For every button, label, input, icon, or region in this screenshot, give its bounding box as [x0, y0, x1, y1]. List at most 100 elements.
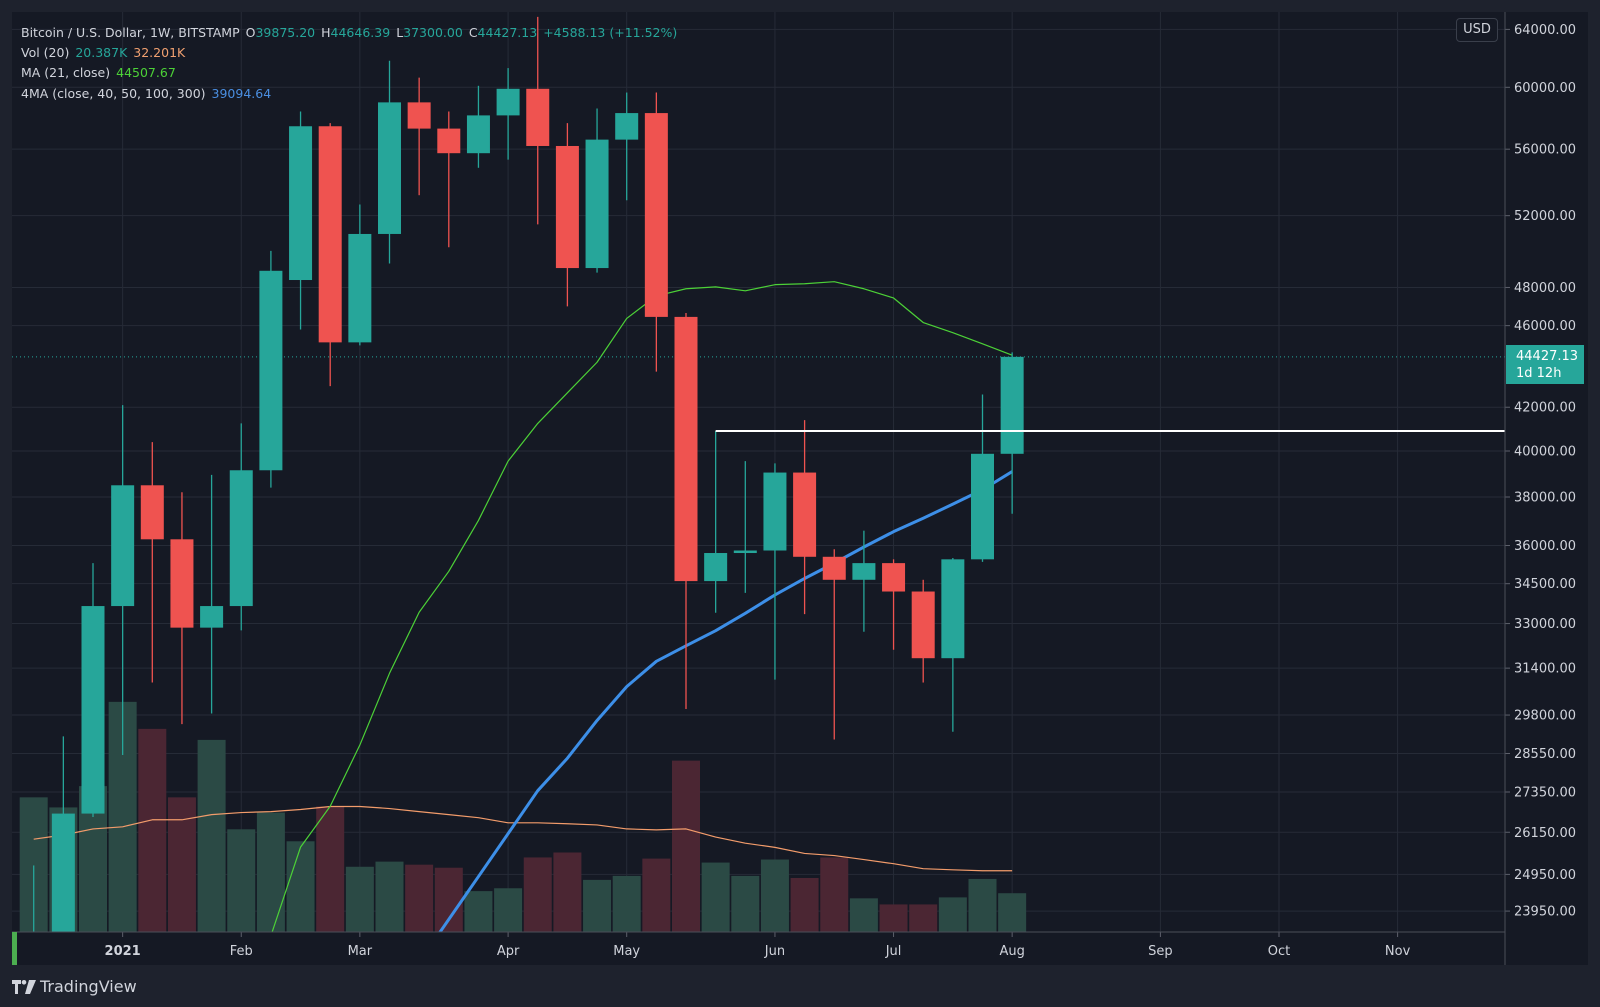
candle-body	[526, 88, 550, 146]
time-tick-label: Jun	[764, 944, 785, 959]
price-tick-label: 64000.00	[1514, 23, 1576, 38]
volume-bar	[879, 904, 908, 932]
candle-body	[674, 316, 698, 582]
candle-body	[22, 936, 45, 948]
candle	[1000, 352, 1024, 514]
legend-ma21[interactable]: MA (21, close) 44507.67	[21, 65, 182, 81]
volume-bar	[405, 864, 434, 932]
candle-body	[941, 559, 965, 659]
currency-button[interactable]: USD	[1456, 18, 1498, 42]
candle	[644, 92, 668, 372]
candle-body	[1000, 356, 1024, 454]
tradingview-logo[interactable]: TradingView	[12, 977, 137, 996]
candle	[852, 530, 876, 632]
candle	[555, 123, 579, 307]
legend-open-label: O	[245, 25, 256, 40]
ma4-value: 39094.64	[211, 86, 272, 101]
candle	[51, 736, 75, 932]
candle-body	[585, 139, 609, 269]
session-marker	[12, 932, 17, 965]
volume-bar	[256, 812, 285, 932]
volume-bar	[849, 898, 878, 932]
time-tick-label: Apr	[497, 944, 520, 959]
price-tick-label: 52000.00	[1514, 209, 1576, 224]
candle	[793, 420, 817, 615]
legend-high: 44646.39	[330, 25, 391, 40]
volume-ma-line	[33, 805, 1013, 872]
tradingview-logo-icon	[12, 979, 36, 994]
candle-body	[763, 472, 787, 551]
candle-body	[437, 128, 461, 154]
candle	[704, 431, 728, 613]
candle-body	[971, 453, 994, 560]
candle	[200, 474, 224, 714]
candle	[585, 108, 609, 273]
candle-body	[170, 539, 194, 628]
candle	[941, 558, 965, 732]
volume-bar	[494, 888, 523, 932]
candle	[348, 204, 372, 346]
candle	[526, 16, 550, 225]
legend-low-label: L	[396, 25, 404, 40]
price-tick-label: 48000.00	[1514, 281, 1576, 296]
candle	[822, 549, 846, 740]
volume-bar	[701, 862, 730, 932]
volume-bar	[434, 867, 463, 932]
ma4-line	[438, 470, 1013, 932]
time-tick-label: Nov	[1385, 944, 1411, 959]
volume-bar	[672, 760, 700, 932]
volume-bar	[731, 875, 760, 932]
price-tick-label: 33000.00	[1514, 617, 1576, 632]
price-tick-label: 60000.00	[1514, 81, 1576, 96]
volume-bars	[19, 701, 1027, 932]
time-tick-label: Jul	[885, 944, 902, 959]
volume-bar	[138, 728, 167, 932]
price-tick-label: 56000.00	[1514, 143, 1576, 158]
legend-change: +4588.13 (+11.52%)	[543, 25, 678, 40]
price-tick-label: 26150.00	[1514, 826, 1576, 841]
price-tick-label: 34500.00	[1514, 577, 1576, 592]
price-tick-label: 40000.00	[1514, 445, 1576, 460]
candle	[140, 442, 164, 683]
candle	[466, 85, 490, 168]
candle	[111, 405, 135, 756]
plot-area[interactable]	[12, 16, 1505, 962]
legend-close-label: C	[468, 25, 478, 40]
volume-bar	[938, 897, 967, 932]
price-tick-label: 23950.00	[1514, 905, 1576, 920]
candle	[407, 77, 431, 196]
candle-body	[81, 606, 105, 814]
candle-body	[615, 113, 639, 140]
legend-high-label: H	[321, 25, 331, 40]
candles	[22, 16, 1505, 948]
price-tick-label: 36000.00	[1514, 539, 1576, 554]
candle-body	[466, 115, 490, 154]
volume-bar	[316, 806, 345, 932]
candle-body	[704, 553, 728, 582]
volume-bar	[375, 861, 404, 932]
candle-body	[882, 563, 906, 592]
candle	[763, 463, 787, 680]
candle	[289, 111, 313, 330]
volume-bar	[464, 891, 493, 932]
candle-body	[407, 102, 431, 129]
price-tick-label: 28550.00	[1514, 747, 1576, 762]
axes: 64000.00 60000.00 56000.00 52000.00 48000.00…	[12, 12, 1576, 965]
volume-ma-value: 32.201K	[133, 45, 186, 60]
brand-name: TradingView	[40, 977, 137, 996]
candle-body	[229, 470, 253, 607]
volume-bar	[286, 841, 315, 932]
price-tick-label: 31400.00	[1514, 662, 1576, 677]
candle	[674, 313, 698, 710]
candle-body	[348, 233, 372, 343]
volume-bar	[968, 878, 997, 932]
volume-bar	[760, 859, 789, 932]
volume-bar	[790, 877, 819, 932]
last-price-value: 44427.13	[1516, 349, 1579, 364]
legend-volume[interactable]: Vol (20) 20.387K 32.201K	[21, 45, 191, 61]
candle	[733, 461, 757, 593]
candle	[378, 60, 401, 264]
ma21-value: 44507.67	[116, 65, 176, 80]
legend-ma4[interactable]: 4MA (close, 40, 50, 100, 300) 39094.64	[21, 86, 277, 102]
